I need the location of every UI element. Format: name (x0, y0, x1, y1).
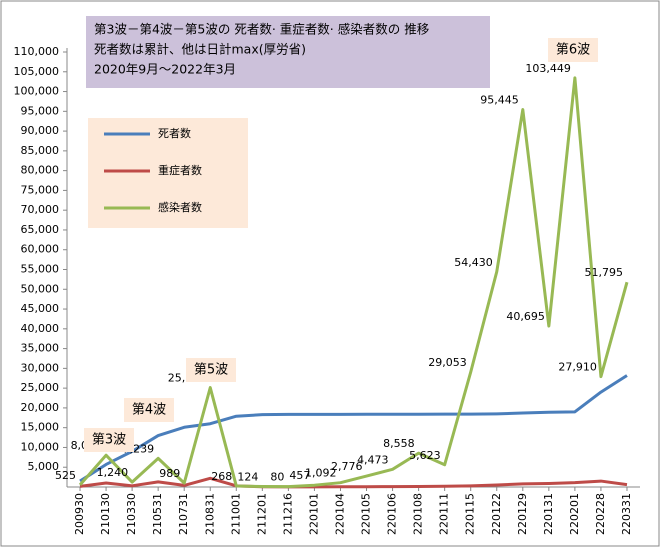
annotation-box (124, 398, 174, 422)
annotation-box (84, 428, 134, 452)
chart-subtitle: 2020年9月～2022年3月 (94, 62, 236, 77)
data-label: 8,558 (383, 437, 415, 450)
y-tick-label: 40,000 (21, 322, 60, 335)
y-tick-label: 55,000 (21, 263, 60, 276)
data-label: 51,795 (584, 266, 623, 279)
y-tick-label: 45,000 (21, 302, 60, 315)
x-tick-label: 210831 (203, 493, 216, 535)
x-tick-label: 220111 (438, 493, 451, 535)
x-tick-label: 220228 (594, 493, 607, 535)
x-tick-label: 210130 (99, 493, 112, 535)
data-label: 1,240 (97, 466, 129, 479)
series-line (79, 374, 628, 483)
data-label: 268 (211, 470, 232, 483)
x-tick-label: 220201 (568, 493, 581, 535)
data-label: 525 (55, 469, 76, 482)
y-tick-label: 90,000 (21, 124, 60, 137)
data-label: 54,430 (454, 256, 493, 269)
y-tick-label: 15,000 (21, 421, 60, 434)
legend-box (88, 118, 248, 228)
x-tick-label: 200930 (73, 493, 86, 535)
x-tick-label: 220101 (307, 493, 320, 535)
y-tick-label: 75,000 (21, 183, 60, 196)
data-label: 27,910 (558, 361, 597, 374)
y-tick-label: 30,000 (21, 361, 60, 374)
data-label: 80 (270, 471, 284, 484)
annotation-box (186, 358, 236, 382)
y-tick-label: 60,000 (21, 243, 60, 256)
x-tick-label: 211201 (255, 493, 268, 535)
y-tick-label: 50,000 (21, 282, 60, 295)
y-tick-label: 65,000 (21, 223, 60, 236)
x-tick-label: 220122 (490, 493, 503, 535)
y-tick-label: 25,000 (21, 381, 60, 394)
data-label: 124 (237, 471, 258, 484)
y-tick-label: 80,000 (21, 164, 60, 177)
y-tick-label: 5,000 (28, 460, 60, 473)
chart-subtitle: 死者数は累計、他は日計max(厚労省) (94, 42, 306, 57)
x-tick-label: 220105 (360, 493, 373, 535)
x-tick-label: 211216 (281, 493, 294, 535)
data-label: 5,623 (409, 449, 441, 462)
y-tick-label: 110,000 (14, 45, 60, 58)
y-tick-label: 35,000 (21, 342, 60, 355)
annotation: 第5波 (194, 363, 228, 378)
x-tick-label: 210531 (151, 493, 164, 535)
legend-label: 重症者数 (158, 163, 202, 177)
data-label: 1,092 (305, 467, 337, 480)
y-tick-label: 95,000 (21, 104, 60, 117)
data-label: 2,776 (331, 460, 363, 473)
chart-title: 第3波－第4波－第5波の 死者数· 重症者数· 感染者数の 推移 (94, 22, 429, 37)
x-tick-label: 211001 (229, 493, 242, 535)
data-label: 29,053 (428, 356, 467, 369)
data-label: 95,445 (480, 94, 519, 107)
title-box (86, 16, 490, 88)
annotation: 第6波 (556, 43, 590, 58)
x-tick-label: 210731 (177, 493, 190, 535)
x-tick-label: 220131 (542, 493, 555, 535)
x-tick-label: 220104 (333, 493, 346, 535)
x-tick-label: 220108 (412, 493, 425, 535)
annotation-box (548, 38, 598, 62)
series-line (79, 476, 628, 489)
y-tick-label: 10,000 (21, 440, 60, 453)
annotation: 第3波 (92, 433, 126, 448)
y-tick-label: 100,000 (14, 85, 60, 98)
y-tick-label: 105,000 (14, 65, 60, 78)
annotation: 第4波 (132, 403, 166, 418)
x-tick-label: 220106 (386, 493, 399, 535)
legend-label: 死者数 (158, 127, 191, 140)
x-tick-label: 220331 (620, 493, 633, 535)
data-label: 457 (289, 469, 310, 482)
x-tick-label: 210330 (125, 493, 138, 535)
data-label: 989 (159, 467, 180, 480)
series-line (78, 76, 629, 489)
legend-label: 感染者数 (158, 200, 202, 214)
data-label: 40,695 (506, 310, 545, 323)
y-tick-label: 70,000 (21, 203, 60, 216)
x-tick-label: 220115 (464, 493, 477, 535)
x-tick-label: 220129 (516, 493, 529, 535)
y-tick-label: 20,000 (21, 401, 60, 414)
y-tick-label: 85,000 (21, 144, 60, 157)
data-label: 4,473 (357, 453, 389, 466)
data-label: 103,449 (525, 62, 571, 75)
